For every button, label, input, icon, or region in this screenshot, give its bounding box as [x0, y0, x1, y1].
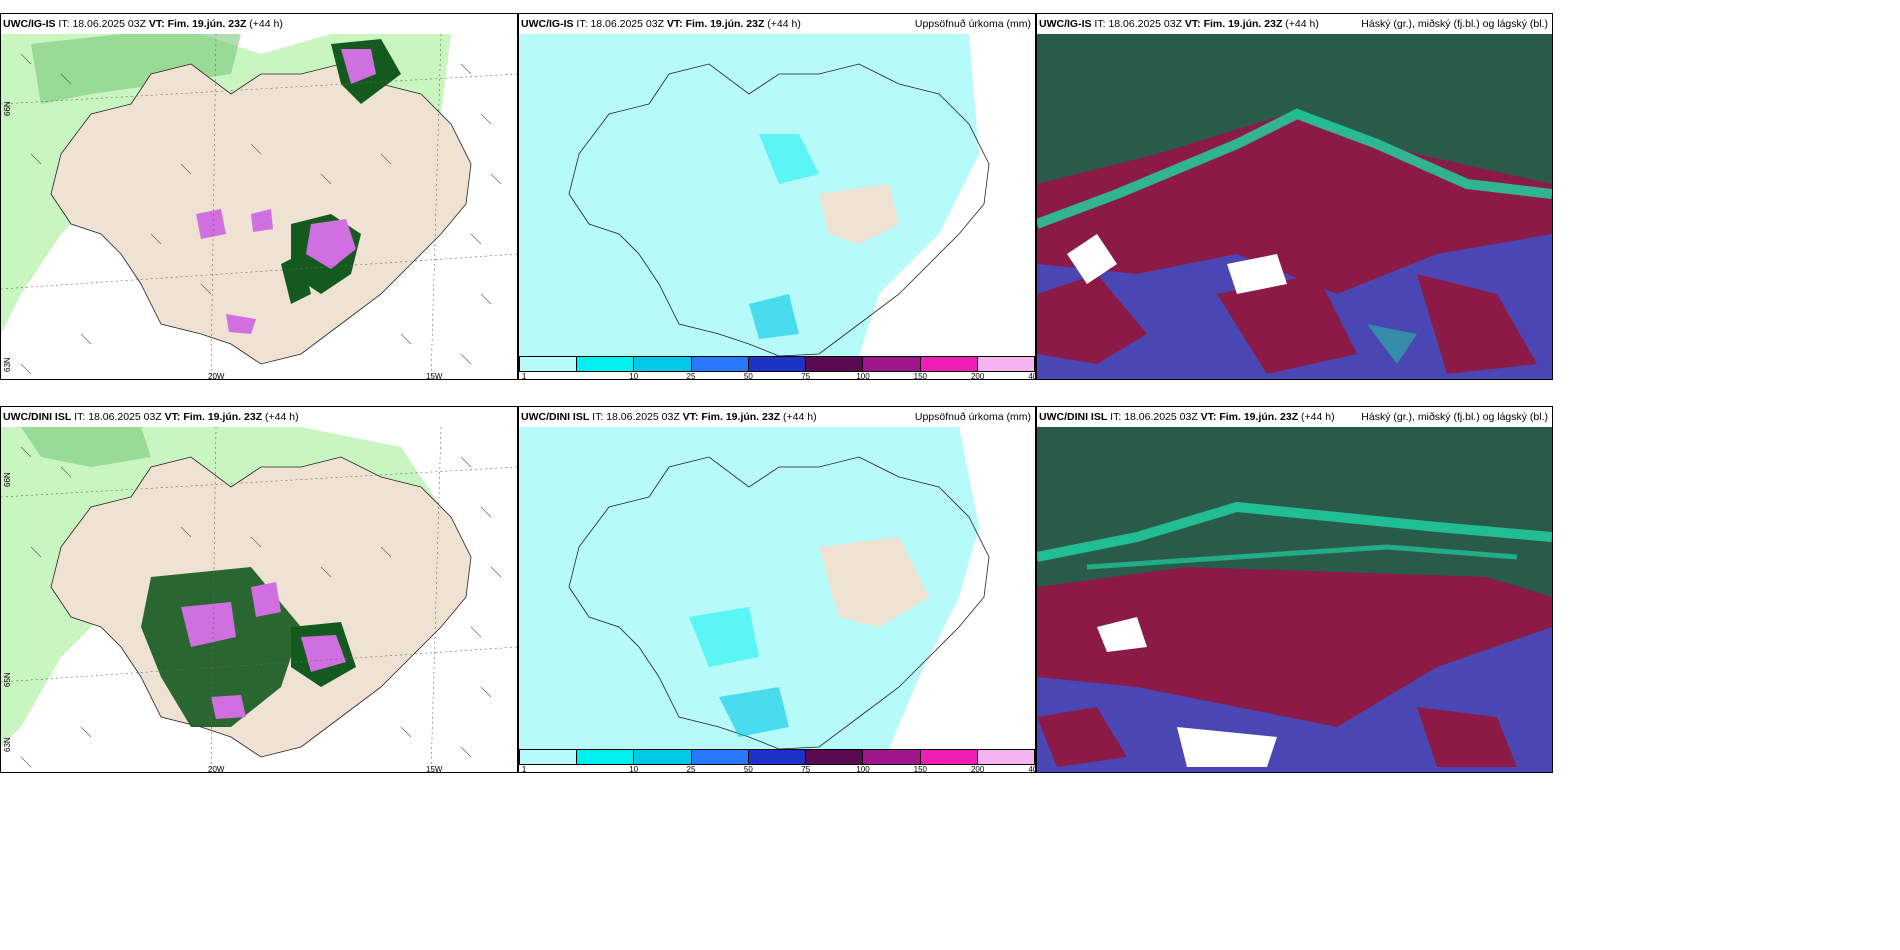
panel-header: UWC/DINI ISL IT: 18.06.2025 03Z VT: Fim.… [1037, 407, 1552, 427]
wind-map [1, 427, 517, 772]
lat-63n-label: 63N [3, 357, 12, 372]
lon-15w-label: 15W [426, 765, 443, 773]
precip-legend: 1 10 25 50 75 100 150 200 400 [519, 356, 1035, 380]
legend-swatch [691, 357, 749, 371]
legend-swatch [977, 357, 1034, 371]
legend-tick: 75 [801, 765, 811, 773]
legend-tick: 400 [1028, 372, 1035, 380]
panel-header: UWC/IG-IS IT: 18.06.2025 03Z VT: Fim. 19… [1, 14, 517, 34]
legend-tick: 200 [970, 765, 985, 773]
panel-row2-cloud: UWC/DINI ISL IT: 18.06.2025 03Z VT: Fim.… [1036, 406, 1553, 773]
precip-map [519, 427, 1035, 749]
precip-map [519, 34, 1035, 356]
legend-tick: 25 [686, 765, 696, 773]
legend-tick: 1 [521, 765, 527, 773]
legend-swatch [806, 750, 864, 764]
panel-header: UWC/IG-IS IT: 18.06.2025 03Z VT: Fim. 19… [519, 14, 1035, 34]
cloud-map [1037, 427, 1552, 772]
precip-legend: 1 10 25 50 75 100 150 200 400 [519, 749, 1035, 773]
legend-swatch [634, 750, 692, 764]
legend-swatch [577, 357, 635, 371]
legend-tick: 75 [801, 372, 811, 380]
legend-tick: 100 [856, 372, 870, 380]
legend-swatch [691, 750, 749, 764]
lat-64n-label: 65N [3, 672, 12, 687]
legend-tick: 10 [629, 765, 639, 773]
legend-tick: 150 [913, 372, 928, 380]
wind-map [1, 34, 517, 379]
legend-swatch [577, 750, 635, 764]
panel-header: UWC/DINI ISL IT: 18.06.2025 03Z VT: Fim.… [1, 407, 517, 427]
panel-row2-precip: UWC/DINI ISL IT: 18.06.2025 03Z VT: Fim.… [518, 406, 1036, 773]
legend-tick: 400 [1028, 765, 1035, 773]
legend-swatch [520, 357, 578, 371]
panel-row1-wind: UWC/IG-IS IT: 18.06.2025 03Z VT: Fim. 19… [0, 13, 518, 380]
cloud-map [1037, 34, 1552, 379]
legend-swatch [863, 750, 921, 764]
lon-20w-label: 20W [208, 765, 225, 773]
legend-swatch [520, 750, 578, 764]
panel-row1-cloud: UWC/IG-IS IT: 18.06.2025 03Z VT: Fim. 19… [1036, 13, 1553, 380]
legend-tick: 1 [521, 372, 527, 380]
legend-tick: 100 [856, 765, 870, 773]
lat-66n-label: 66N [3, 472, 12, 487]
panel-header: UWC/DINI ISL IT: 18.06.2025 03Z VT: Fim.… [519, 407, 1035, 427]
legend-swatch [863, 357, 921, 371]
panel-header: UWC/IG-IS IT: 18.06.2025 03Z VT: Fim. 19… [1037, 14, 1552, 34]
legend-tick: 25 [686, 372, 696, 380]
legend-tick: 200 [970, 372, 985, 380]
lon-15w-label: 15W [426, 372, 443, 380]
legend-swatch [634, 357, 692, 371]
legend-swatch [920, 750, 978, 764]
panel-row1-precip: UWC/IG-IS IT: 18.06.2025 03Z VT: Fim. 19… [518, 13, 1036, 380]
legend-tick: 10 [629, 372, 639, 380]
panel-row2-wind: UWC/DINI ISL IT: 18.06.2025 03Z VT: Fim.… [0, 406, 518, 773]
legend-tick: 150 [913, 765, 928, 773]
legend-swatch [748, 357, 807, 371]
legend-swatch [806, 357, 864, 371]
lat-63n-label: 63N [3, 737, 12, 752]
lat-66n-label: 66N [3, 101, 12, 116]
legend-tick: 50 [743, 765, 753, 773]
legend-swatch [920, 357, 978, 371]
legend-tick: 50 [743, 372, 753, 380]
lon-20w-label: 20W [208, 372, 225, 380]
legend-swatch [977, 750, 1034, 764]
legend-swatch [748, 750, 807, 764]
